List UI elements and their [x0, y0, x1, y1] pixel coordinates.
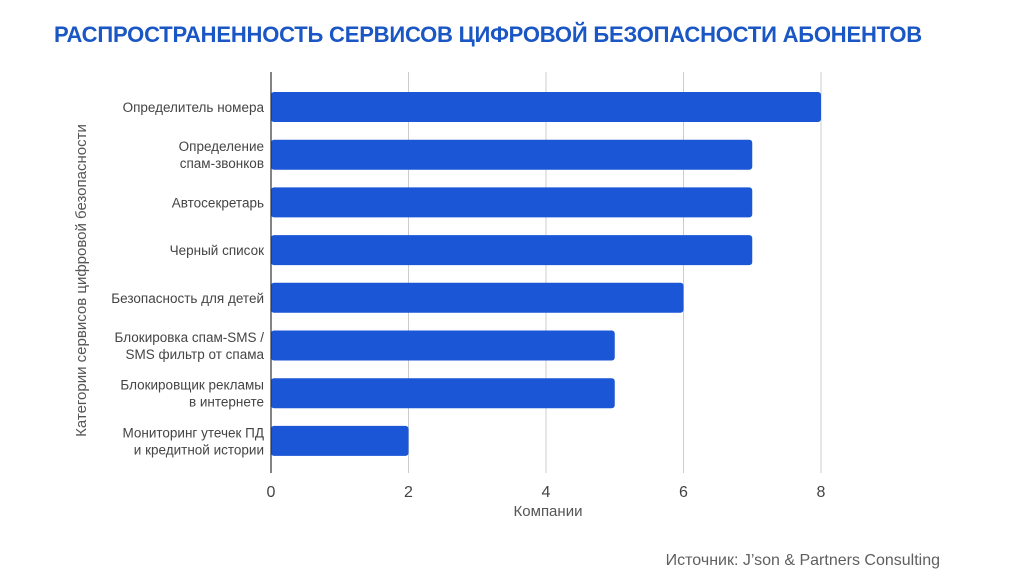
bar: [271, 378, 615, 409]
bar: [271, 139, 753, 170]
category-label: Блокировка спам-SMS / SMS фильтр от спама: [115, 330, 265, 362]
bar: [271, 425, 409, 456]
category-label: Определитель номера: [123, 100, 265, 115]
x-axis-title: Компании: [514, 503, 583, 520]
x-tick-label: 0: [267, 484, 276, 501]
category-label: Автосекретарь: [172, 195, 264, 210]
bars: [271, 92, 821, 456]
category-label: Блокировщик рекламы в интернете: [120, 378, 264, 410]
x-tick-label: 4: [542, 484, 551, 501]
category-label: Мониторинг утечек ПД и кредитной истории: [122, 425, 264, 457]
bar: [271, 330, 615, 361]
x-tick-label: 2: [404, 484, 413, 501]
bar: [271, 187, 753, 218]
chart-title: РАСПРОСТРАНЕННОСТЬ СЕРВИСОВ ЦИФРОВОЙ БЕЗ…: [54, 22, 922, 47]
bar: [271, 92, 821, 122]
y-axis-title: Категории сервисов цифровой безопасности: [73, 124, 90, 437]
category-label: Черный список: [170, 243, 264, 258]
bar: [271, 235, 753, 266]
x-tick-label: 8: [817, 484, 826, 501]
bar: [271, 282, 684, 313]
category-label: Определение спам-звонков: [179, 139, 264, 171]
grid-lines: [408, 72, 822, 473]
labels: 0 2 4 6 8 Определитель номера Определение спам-…: [73, 100, 826, 520]
source-note: Источник: J’son & Partners Consulting: [665, 552, 940, 569]
category-label: Безопасность для детей: [111, 291, 264, 306]
x-tick-label: 6: [679, 484, 688, 501]
